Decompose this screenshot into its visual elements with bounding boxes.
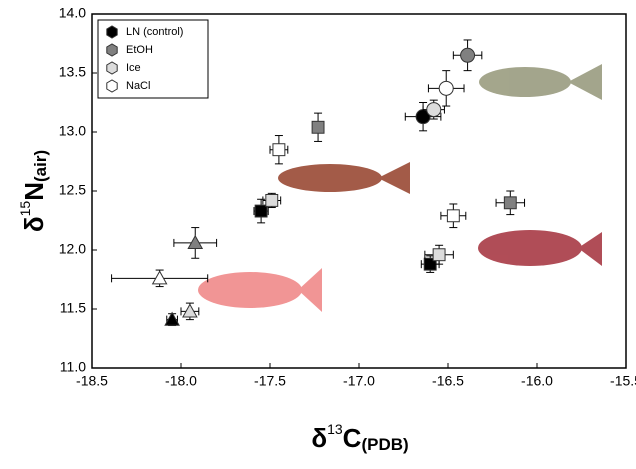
marker [426, 102, 442, 118]
legend-label: EtOH [126, 44, 153, 56]
legend-label: Ice [126, 62, 141, 74]
legend-marker [106, 79, 118, 93]
legend-marker [106, 25, 118, 39]
x-axis-label: δ13C(PDB) [311, 421, 408, 455]
x-tick-label: -18.5 [76, 373, 108, 389]
x-tick-label: -17.5 [254, 373, 286, 389]
y-axis-label-sup: 15 [17, 201, 33, 217]
x-axis-label-sup: 13 [327, 421, 343, 437]
y-axis-label: δ15N(air) [17, 150, 51, 232]
marker [265, 193, 279, 207]
marker [311, 120, 325, 134]
marker [164, 311, 180, 326]
legend-marker [106, 61, 118, 75]
marker [503, 196, 517, 210]
y-tick-label: 13.0 [59, 123, 86, 139]
x-tick-label: -17.0 [343, 373, 375, 389]
fish-illustrations [198, 64, 602, 312]
y-axis-label-symbol: δ [19, 216, 49, 232]
marker [187, 234, 204, 250]
marker [432, 248, 446, 262]
marker [151, 270, 168, 285]
marker [446, 209, 460, 223]
marker [182, 303, 198, 318]
y-axis-label-main: N [19, 182, 49, 201]
y-tick-label: 11.0 [60, 359, 86, 375]
legend-label: NaCl [126, 80, 150, 92]
x-tick-label: -16.5 [432, 373, 464, 389]
legend-marker [106, 43, 118, 57]
x-tick-label: -15.5 [610, 373, 636, 389]
y-tick-label: 14.0 [59, 5, 86, 21]
y-axis-label-sub: (air) [31, 150, 50, 182]
marker [254, 204, 268, 218]
y-tick-label: 11.5 [60, 300, 86, 316]
marker [460, 47, 476, 63]
y-tick-label: 12.5 [59, 182, 86, 198]
marker [438, 80, 454, 96]
marker [272, 143, 286, 157]
y-tick-label: 12.0 [59, 241, 86, 257]
x-axis-label-sub: (PDB) [361, 435, 408, 454]
x-tick-label: -18.0 [165, 373, 197, 389]
x-axis-label-main: C [343, 423, 362, 453]
x-axis-label-symbol: δ [311, 423, 327, 453]
x-tick-label: -16.0 [521, 373, 553, 389]
legend-label: LN (control) [126, 26, 183, 38]
y-tick-label: 13.5 [59, 64, 86, 80]
legend: LN (control) EtOH Ice NaCl [97, 19, 209, 99]
